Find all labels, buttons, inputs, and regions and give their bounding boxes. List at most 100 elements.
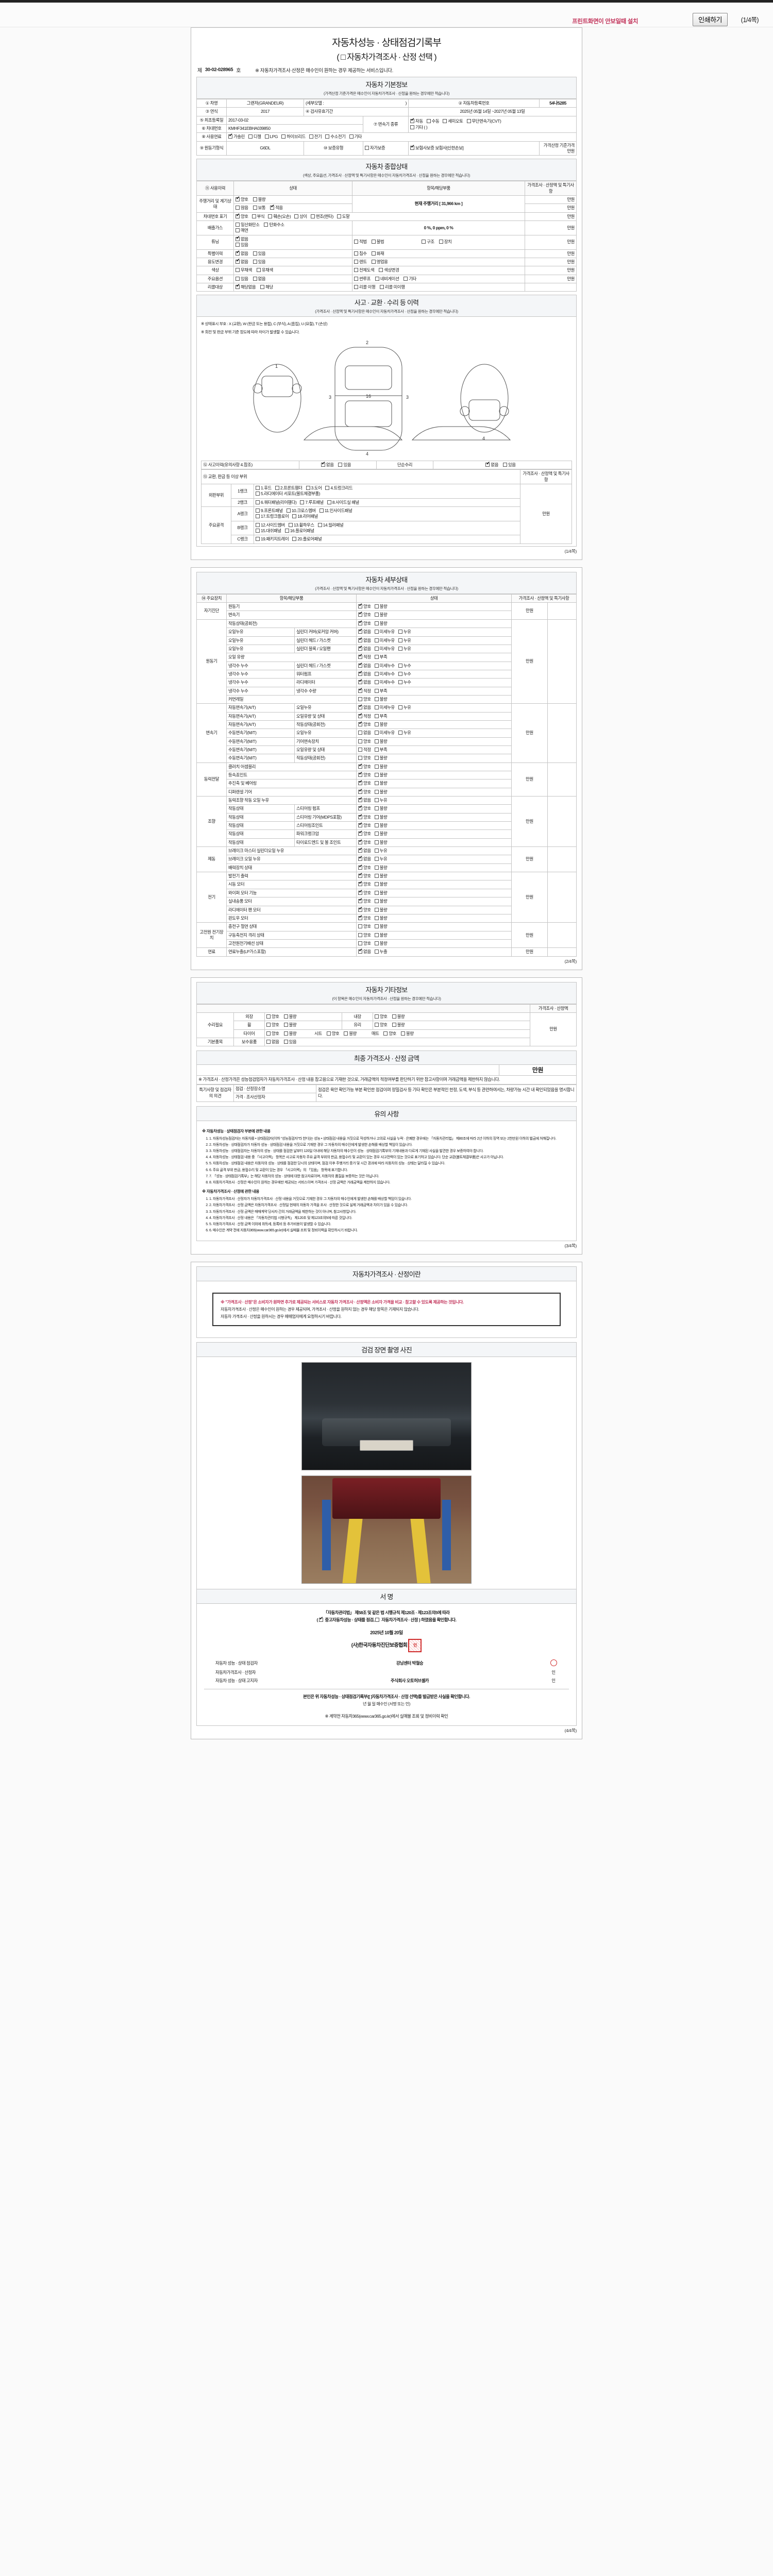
state-option[interactable]: 없음 bbox=[358, 637, 371, 643]
state-option[interactable]: 양호 bbox=[358, 788, 371, 795]
state-option[interactable]: 있음 bbox=[338, 462, 351, 468]
checkbox-icon[interactable] bbox=[309, 134, 313, 139]
state-option[interactable]: 누유 bbox=[398, 730, 411, 736]
state-option[interactable]: 양호 bbox=[236, 213, 248, 219]
state-option[interactable]: 변조(변타) bbox=[310, 214, 333, 219]
checkbox-icon[interactable] bbox=[354, 259, 358, 264]
checkbox-icon[interactable] bbox=[358, 864, 362, 870]
part-option[interactable]: 13.휠하우스 bbox=[288, 522, 314, 528]
state-option[interactable]: 없음 bbox=[253, 276, 266, 282]
state-option[interactable]: 영업용 bbox=[371, 259, 388, 265]
checkbox-icon[interactable] bbox=[502, 463, 507, 467]
checkbox-icon[interactable] bbox=[358, 889, 362, 895]
checkbox-icon[interactable] bbox=[358, 687, 362, 693]
checkbox-icon[interactable] bbox=[317, 522, 322, 527]
state-option[interactable]: 미세누유 bbox=[374, 730, 395, 736]
checkbox-icon[interactable] bbox=[374, 798, 379, 803]
state-option[interactable]: 양호 bbox=[358, 771, 371, 778]
checkbox-icon[interactable] bbox=[358, 779, 362, 786]
checkbox-icon[interactable] bbox=[256, 509, 260, 513]
state-option[interactable]: 불량 bbox=[374, 621, 388, 626]
checkbox-icon[interactable] bbox=[422, 240, 426, 244]
checkbox-icon[interactable] bbox=[358, 830, 362, 836]
state-option[interactable]: 부족 bbox=[374, 747, 388, 753]
state-option[interactable]: 미세누유 bbox=[374, 646, 395, 652]
state-option[interactable]: 없음 bbox=[358, 704, 371, 710]
state-option[interactable]: 없음 bbox=[485, 461, 498, 468]
checkbox-icon[interactable] bbox=[374, 857, 379, 861]
checkbox-icon[interactable] bbox=[358, 814, 362, 819]
state-option[interactable]: 훼손(오손) bbox=[268, 214, 291, 219]
checkbox-icon[interactable] bbox=[358, 924, 363, 929]
state-option[interactable]: 많음 bbox=[236, 205, 248, 211]
state-option[interactable]: 양호 bbox=[358, 620, 371, 626]
checkbox-icon[interactable] bbox=[338, 463, 343, 467]
state-option[interactable]: 적정 bbox=[358, 747, 371, 753]
checkbox-icon[interactable] bbox=[398, 705, 402, 710]
checkbox-icon[interactable] bbox=[236, 235, 240, 241]
checkbox-icon[interactable] bbox=[374, 613, 379, 617]
part-option[interactable]: 12.사이드멤버 bbox=[256, 522, 285, 528]
state-option[interactable]: 누유 bbox=[398, 705, 411, 710]
state-option[interactable]: 렌트 bbox=[354, 259, 367, 265]
checkbox-icon[interactable] bbox=[228, 133, 232, 139]
checkbox-icon[interactable] bbox=[358, 670, 362, 676]
state-option[interactable]: 불량 bbox=[374, 806, 388, 811]
part-option[interactable]: 9.프론트패널 bbox=[256, 508, 283, 514]
checkbox-icon[interactable] bbox=[398, 638, 402, 642]
checkbox-icon[interactable] bbox=[358, 941, 363, 945]
state-option[interactable]: 불량 bbox=[374, 781, 388, 786]
checkbox-icon[interactable] bbox=[236, 243, 240, 247]
state-option[interactable]: 무채색 bbox=[236, 267, 252, 273]
checkbox-icon[interactable] bbox=[374, 731, 379, 735]
checkbox-icon[interactable] bbox=[268, 214, 273, 218]
checkbox-icon[interactable] bbox=[398, 731, 402, 735]
state-option[interactable]: 있음 bbox=[253, 251, 266, 257]
checkbox-icon[interactable] bbox=[358, 880, 362, 887]
checkbox-icon[interactable] bbox=[374, 806, 379, 811]
checkbox-icon[interactable] bbox=[248, 134, 253, 139]
state-option[interactable]: 없음 bbox=[358, 679, 371, 685]
state-option[interactable]: 양호 bbox=[358, 697, 371, 702]
checkbox-icon[interactable] bbox=[374, 950, 379, 954]
checkbox-icon[interactable] bbox=[374, 916, 379, 920]
checkbox-icon[interactable] bbox=[358, 756, 363, 760]
state-option[interactable]: 불량 bbox=[374, 612, 388, 618]
state-option[interactable]: 양호 bbox=[358, 603, 371, 609]
checkbox-icon[interactable] bbox=[306, 486, 310, 490]
state-option[interactable]: 부족 bbox=[374, 714, 388, 719]
checkbox-icon[interactable] bbox=[358, 731, 363, 735]
state-option[interactable]: 불량 bbox=[392, 1022, 405, 1028]
state-option[interactable]: 불량 bbox=[283, 1022, 297, 1028]
state-option[interactable]: 양호 bbox=[358, 830, 371, 837]
state-option[interactable]: 양호 bbox=[358, 755, 371, 761]
state-option[interactable]: 불량 bbox=[374, 739, 388, 744]
state-option[interactable]: 누출 bbox=[374, 949, 388, 955]
checkbox-icon[interactable] bbox=[264, 223, 268, 227]
state-option[interactable]: 불량 bbox=[374, 916, 388, 921]
state-option[interactable]: 불량 bbox=[374, 924, 388, 929]
checkbox-icon[interactable] bbox=[398, 630, 402, 634]
checkbox-icon[interactable] bbox=[253, 197, 257, 202]
checkbox-icon[interactable] bbox=[236, 250, 240, 256]
state-option[interactable]: 장치 bbox=[439, 239, 452, 245]
state-option[interactable]: 양호 bbox=[236, 196, 248, 202]
state-option[interactable]: 미세누수 bbox=[374, 663, 395, 669]
state-option[interactable]: 있음 bbox=[253, 259, 266, 265]
state-option[interactable]: 불량 bbox=[374, 907, 388, 913]
checkbox-icon[interactable] bbox=[256, 492, 260, 496]
state-option[interactable]: 유채색 bbox=[256, 267, 273, 273]
checkbox-icon[interactable] bbox=[375, 1023, 379, 1027]
fuel-option[interactable]: 수소전기 bbox=[325, 134, 346, 140]
checkbox-icon[interactable] bbox=[374, 680, 379, 685]
state-option[interactable]: 양호 bbox=[358, 739, 371, 744]
checkbox-icon[interactable] bbox=[410, 117, 414, 124]
checkbox-icon[interactable] bbox=[383, 1031, 388, 1036]
state-option[interactable]: 불량 bbox=[374, 882, 388, 887]
checkbox-icon[interactable] bbox=[326, 1031, 331, 1036]
state-option[interactable]: 양호 bbox=[358, 924, 371, 929]
checkbox-icon[interactable] bbox=[374, 697, 379, 701]
checkbox-icon[interactable] bbox=[398, 663, 402, 668]
checkbox-icon[interactable] bbox=[236, 228, 240, 233]
checkbox-icon[interactable] bbox=[253, 259, 257, 264]
